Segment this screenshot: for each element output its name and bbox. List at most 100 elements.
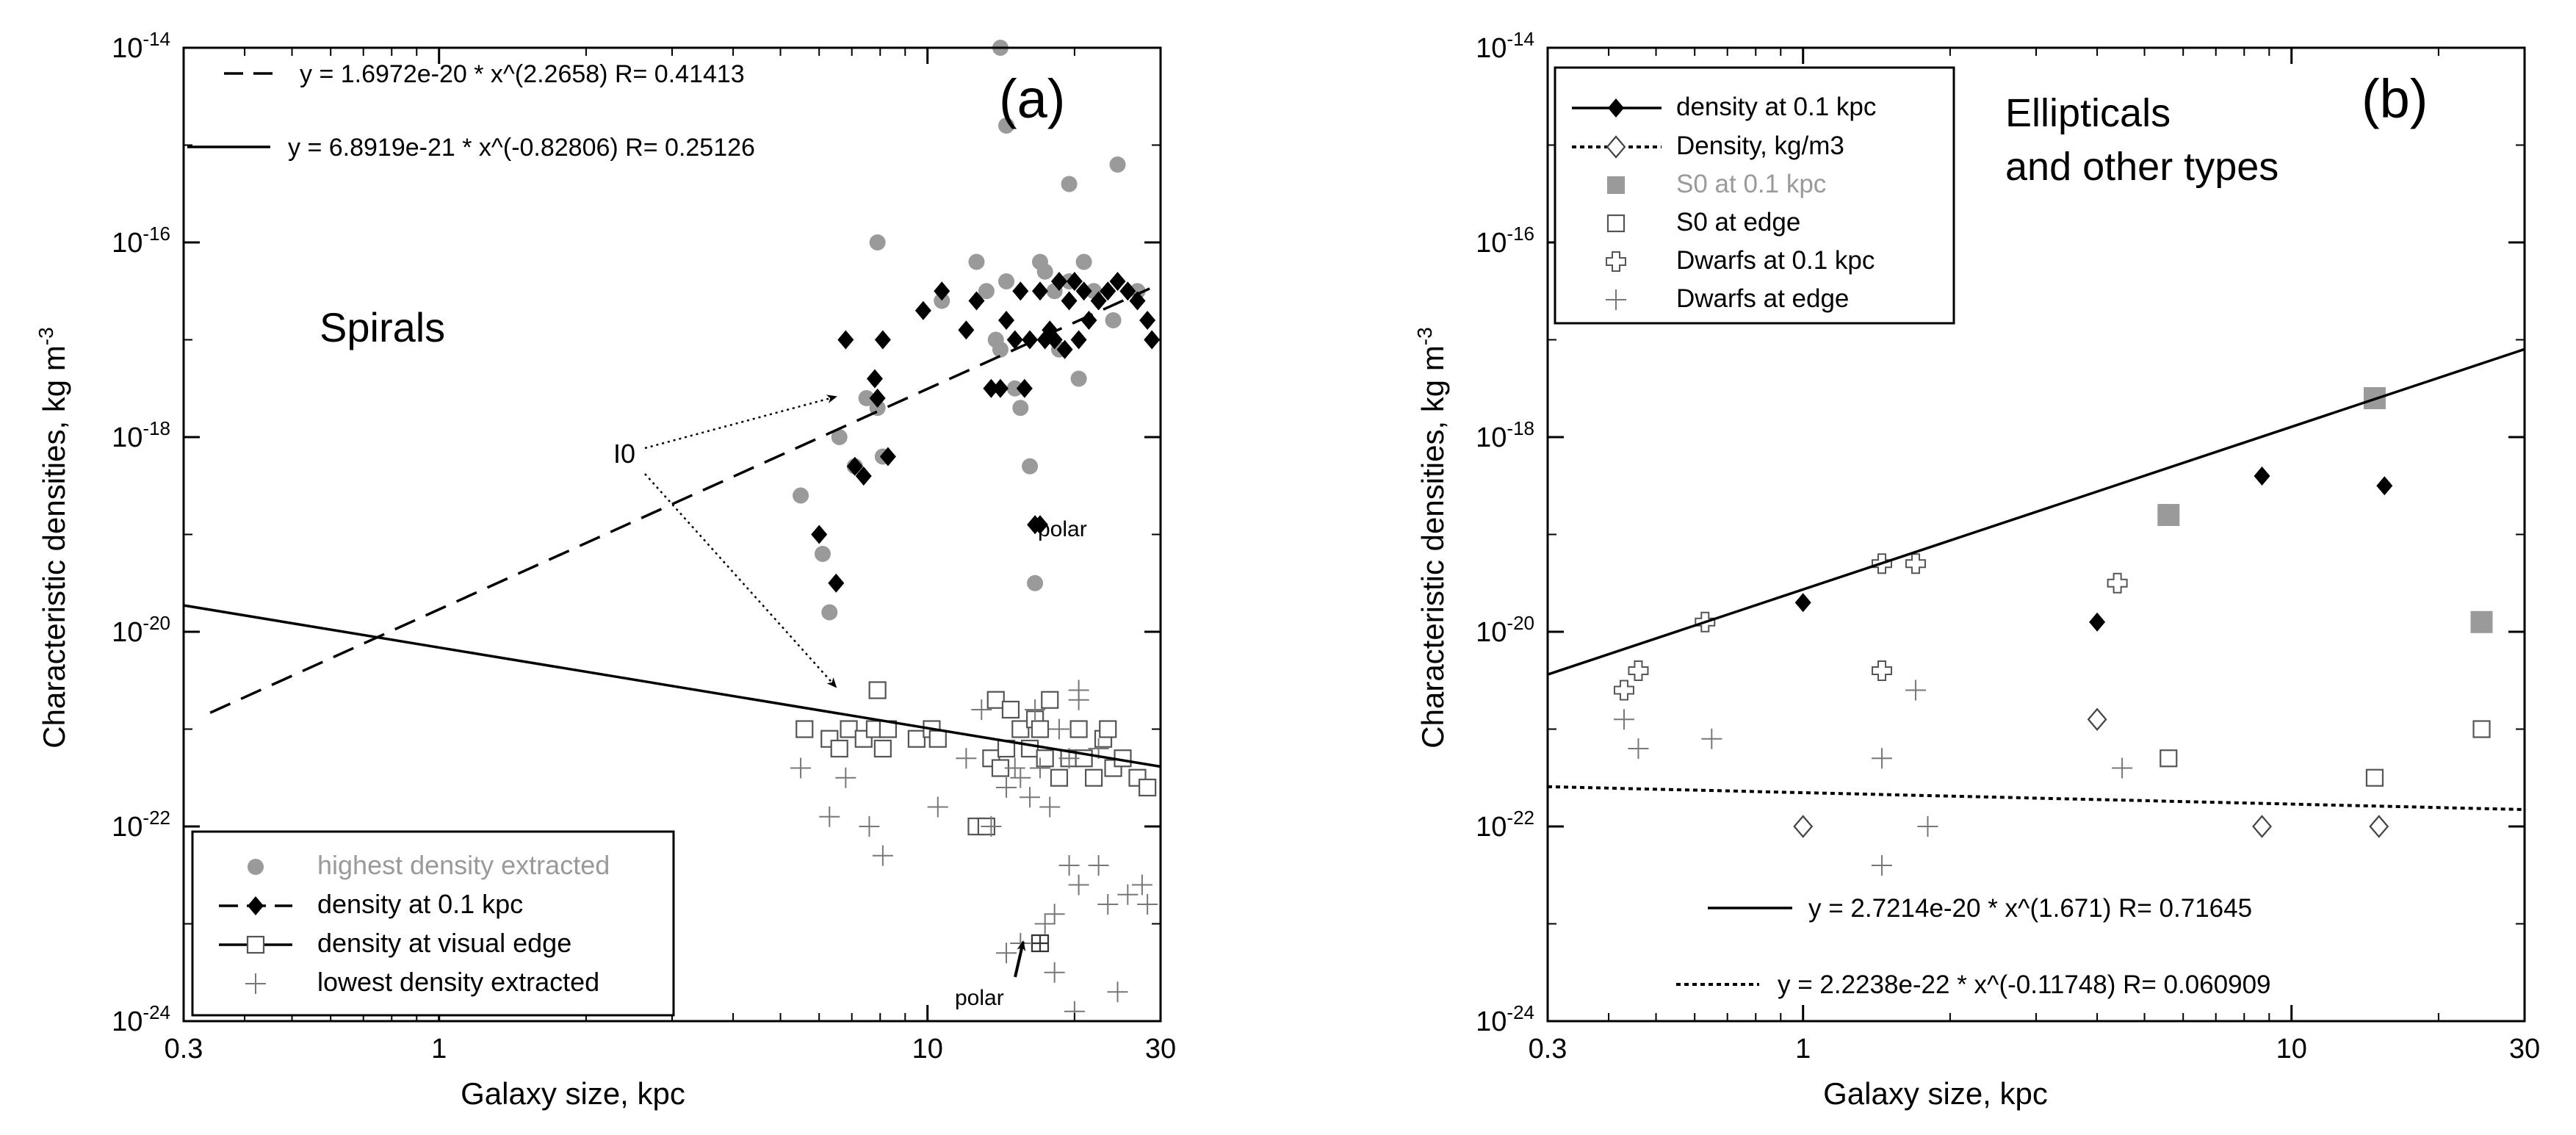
panel-b-legend-label-0: density at 0.1 kpc [1676, 93, 1876, 121]
panel-a-point-highest-density-extracted-11 [978, 283, 995, 300]
panel-a-point-density-at-visual-edge-0 [795, 720, 814, 738]
panel-b-legend-label-2: S0 at 0.1 kpc [1676, 170, 1826, 198]
panel-a-point-lowest-density-extracted-2 [835, 767, 856, 788]
panel-b-legend-marker-2 [1607, 176, 1625, 194]
panel-a-point-highest-density-extracted-13 [992, 341, 1009, 358]
panel-a-point-highest-density-extracted-31 [998, 118, 1015, 134]
panel-a-point-highest-density-extracted-17 [1022, 458, 1039, 475]
panel-a-eq2: y = 6.8919e-21 * x^(-0.82806) R= 0.25126 [288, 134, 755, 162]
panel-a-point-lowest-density-extracted-4 [872, 845, 893, 866]
panel-a-point-density-at-visual-edge-31 [1099, 720, 1117, 738]
panel-a-ytick-label-4: 10-16 [112, 223, 170, 259]
panel-a-xtick-label-0: 0.3 [165, 1034, 203, 1064]
panel-b-xtick-label-1: 1 [1795, 1034, 1811, 1064]
panel-a-ytick-label-0: 10-24 [112, 1001, 170, 1037]
panel-b-point-dwarfs-at-0-1-kpc-0 [1613, 680, 1634, 701]
panel-a-point-highest-density-extracted-1 [814, 546, 831, 562]
panel-a-xlabel: Galaxy size, kpc [461, 1076, 685, 1111]
panel-a-point-lowest-density-extracted-14 [1029, 757, 1050, 779]
panel-b-ylabel-main: Characteristic densities, kg m [1415, 345, 1450, 749]
panel-b-point-density-at-0-1-kpc-1 [2089, 612, 2106, 632]
panel-a-point-density-at-visual-edge-7 [873, 739, 892, 758]
panel-a-point-highest-density-extracted-14 [998, 273, 1015, 289]
panel-b-xtick-label-3: 30 [2509, 1034, 2540, 1064]
panel-a-point-density-at-visual-edge-11 [928, 729, 947, 748]
panel-a-annotation: Spirals [320, 304, 445, 350]
panel-a-eq1: y = 1.6972e-20 * x^(2.2658) R= 0.41413 [300, 60, 745, 88]
panel-a-fits [183, 287, 1161, 768]
panel-a-point-highest-density-extracted-16 [1012, 400, 1029, 417]
panel-b-point-dwarfs-at-edge-7 [2112, 757, 2133, 779]
panel-b-legend-samples [1572, 98, 1662, 310]
panel-a-point-lowest-density-extracted-28 [1117, 884, 1139, 905]
panel-a-point-density-at-0-1-kpc-13 [983, 378, 1000, 398]
panel-b-ytick-label-2: 10-20 [1476, 612, 1534, 648]
panel-b-legend-marker-3 [1606, 214, 1626, 233]
panel-b-point-dwarfs-at-edge-5 [1905, 680, 1926, 701]
panel-a-point-lowest-density-extracted-16 [1048, 718, 1069, 740]
panel-a-point-density-at-visual-edge-9 [907, 729, 926, 748]
panel-a-point-lowest-density-extracted-3 [859, 816, 880, 837]
panel-a-point-lowest-density-extracted-7 [971, 699, 992, 720]
panel-b-fit-line-0 [1547, 347, 2525, 676]
panel-b-point-dwarfs-at-edge-3 [1872, 748, 1893, 769]
panel-b-point-dwarfs-at-0-1-kpc-5 [1905, 553, 1926, 574]
panel-a-point-lowest-density-extracted-5 [927, 796, 948, 818]
panel-a-point-density-at-0-1-kpc-15 [998, 311, 1015, 330]
panel-b-eq2: y = 2.2238e-22 * x^(-0.11748) R= 0.06090… [1778, 970, 2271, 999]
panel-a-point-lowest-density-extracted-32 [1044, 962, 1065, 983]
panel-a-polar-label-lower: polar [955, 986, 1004, 1010]
panel-a-label: (a) [999, 68, 1065, 129]
panel-a-point-highest-density-extracted-29 [1109, 156, 1126, 173]
panel-a-point-polar-edge-0 [1031, 934, 1050, 953]
panel-a-point-lowest-density-extracted-30 [1137, 894, 1158, 915]
panel-a-ticks: 0.3 1 10 30 10-24 10-22 10-20 10-18 10-16 10-14 [112, 28, 1176, 1064]
panel-a-legend-label-0: highest density extracted [317, 850, 610, 880]
panel-a-point-density-at-0-1-kpc-10 [934, 281, 950, 301]
panel-a-polar-arrow [1014, 940, 1026, 978]
panel-a-legend-marker-1 [248, 896, 264, 915]
panel-a-point-highest-density-extracted-24 [1061, 176, 1078, 192]
panel-b-legend-label-5: Dwarfs at edge [1676, 284, 1849, 313]
panel-a-i0-label: I0 [613, 439, 635, 469]
panel-b-point-dwarfs-at-edge-1 [1628, 738, 1649, 759]
panel-a-point-density-at-0-1-kpc-25 [1050, 272, 1067, 291]
panel-a-point-density-at-visual-edge-2 [830, 739, 848, 758]
panel-a-point-density-at-0-1-kpc-17 [1012, 281, 1029, 301]
panel-a-ytick-label-1: 10-22 [112, 807, 170, 843]
panel-a-point-highest-density-extracted-9 [934, 292, 950, 309]
panel-a-point-density-at-0-1-kpc-32 [1090, 291, 1107, 311]
panel-b-legend-marker-4 [1606, 251, 1626, 272]
panel-b-point-dwarfs-at-0-1-kpc-4 [1872, 660, 1893, 681]
panel-a-point-density-at-0-1-kpc-36 [1129, 291, 1146, 311]
panel-a-point-lowest-density-extracted-10 [1004, 757, 1025, 779]
panel-a-point-density-at-visual-edge-18 [1001, 700, 1020, 719]
panel-a-point-density-at-0-1-kpc-33 [1100, 281, 1116, 301]
panel-a-point-lowest-density-extracted-27 [1097, 894, 1119, 915]
panel-b-legend-label-3: S0 at edge [1676, 208, 1800, 237]
panel-a-polar-label-upper: polar [1038, 517, 1087, 541]
panel-b-annotation-line1: Ellipticals [2005, 91, 2171, 135]
panel-a-point-density-at-0-1-kpc-3 [846, 456, 863, 476]
panel-a-point-highest-density-extracted-30 [1129, 283, 1146, 300]
panel-a-fit-line-0 [209, 287, 1150, 714]
panel-a-point-density-at-0-1-kpc-31 [1080, 311, 1097, 330]
panel-b-point-dwarfs-at-0-1-kpc-6 [2107, 572, 2128, 594]
chart-panel-b: 0.3 1 10 30 10-24 10-22 10-20 10-18 10-16 10-14 (… [1413, 28, 2540, 1111]
panel-a-point-highest-density-extracted-0 [793, 487, 809, 504]
panel-a-point-lowest-density-extracted-25 [1068, 874, 1089, 896]
panel-a-point-highest-density-extracted-20 [1036, 263, 1053, 280]
panel-b-point-s0-at-0-1-kpc-0 [2157, 504, 2180, 526]
panel-a-ylabel-main: Characteristic densities, kg m [37, 345, 71, 749]
panel-a-point-lowest-density-extracted-23 [1044, 904, 1065, 925]
panel-a-point-density-at-0-1-kpc-34 [1109, 272, 1126, 291]
panel-b-ytick-label-0: 10-24 [1476, 1001, 1534, 1037]
panel-b-ylabel-sup: -3 [1413, 327, 1436, 345]
panel-a-i0-arrow-lower [644, 473, 837, 688]
panel-a-ylabel-sup: -3 [35, 327, 57, 345]
panel-a-point-density-at-0-1-kpc-7 [869, 389, 886, 408]
panel-a-point-density-at-visual-edge-27 [1069, 720, 1088, 738]
panel-b-xtick-label-0: 0.3 [1529, 1034, 1567, 1064]
panel-b-fit-line-1 [1547, 785, 2525, 812]
